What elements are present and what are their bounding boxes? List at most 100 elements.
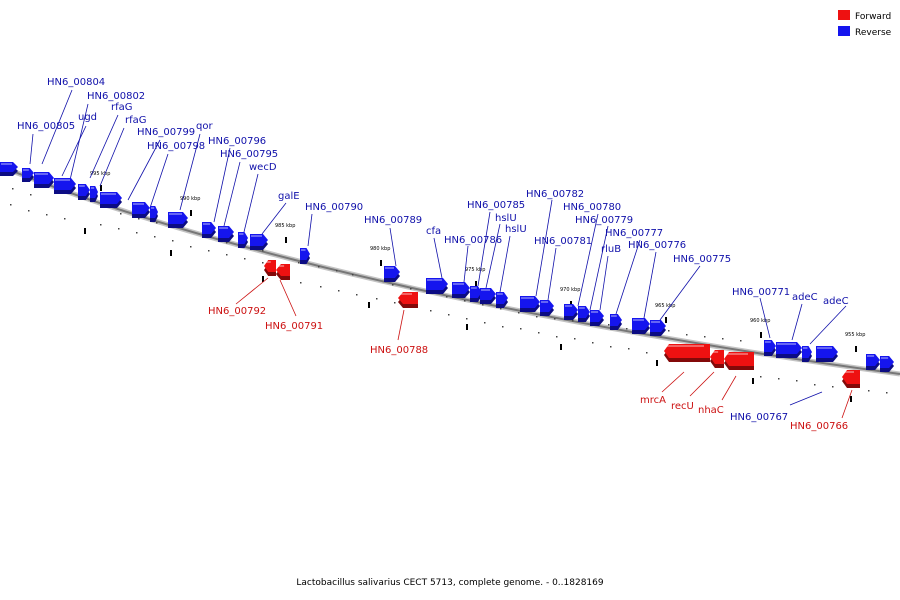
gene-arrow-body <box>22 168 34 178</box>
reverse-leader-line <box>149 153 169 209</box>
reverse-gene-label[interactable]: HN6_00789 <box>364 215 422 226</box>
reverse-gene-arrow[interactable] <box>564 304 578 320</box>
reverse-gene-arrow[interactable] <box>880 356 894 372</box>
forward-gene-arrow[interactable] <box>724 352 754 370</box>
reverse-gene-label[interactable]: rfaG <box>125 115 147 126</box>
reverse-gene-arrow[interactable] <box>540 300 554 316</box>
reverse-gene-label[interactable]: adeC <box>792 292 818 303</box>
reverse-gene-arrow[interactable] <box>802 346 812 362</box>
reverse-gene-label[interactable]: HN6_00771 <box>732 287 790 298</box>
reverse-gene-arrow[interactable] <box>238 232 248 248</box>
reverse-gene-arrow[interactable] <box>132 202 150 218</box>
reverse-gene-arrow[interactable] <box>78 184 90 200</box>
reverse-gene-label[interactable]: HN6_00804 <box>47 77 105 88</box>
reverse-gene-label[interactable]: HN6_00802 <box>87 91 145 102</box>
reverse-gene-arrow[interactable] <box>100 192 122 208</box>
scale-dot <box>626 328 628 330</box>
gene-arrow-body <box>520 296 540 308</box>
reverse-gene-label[interactable]: HN6_00796 <box>208 136 266 147</box>
reverse-gene-arrow[interactable] <box>496 292 508 308</box>
forward-gene-arrow[interactable] <box>710 350 724 368</box>
reverse-gene-arrow[interactable] <box>54 178 76 194</box>
reverse-gene-label[interactable]: HN6_00786 <box>444 235 502 246</box>
reverse-gene-arrow[interactable] <box>632 318 650 334</box>
reverse-gene-arrow[interactable] <box>90 186 98 202</box>
scale-dot <box>518 312 520 314</box>
gene-arrow-body <box>842 370 860 384</box>
reverse-gene-label[interactable]: cfa <box>426 226 441 237</box>
reverse-gene-arrow[interactable] <box>816 346 838 362</box>
reverse-gene-label[interactable]: rfaG <box>111 102 133 113</box>
reverse-gene-arrow[interactable] <box>776 342 802 358</box>
reverse-leader-line <box>89 114 119 179</box>
reverse-gene-arrow[interactable] <box>202 222 216 238</box>
reverse-gene-label[interactable]: ugd <box>78 112 97 123</box>
reverse-gene-label[interactable]: HN6_00795 <box>220 149 278 160</box>
reverse-gene-arrow[interactable] <box>650 320 666 336</box>
reverse-gene-arrow[interactable] <box>452 282 470 298</box>
reverse-gene-label[interactable]: hslU <box>495 213 517 224</box>
reverse-gene-label[interactable]: hslU <box>505 224 527 235</box>
forward-gene-label[interactable]: HN6_00788 <box>370 345 428 356</box>
reverse-gene-label[interactable]: qor <box>196 121 213 132</box>
reverse-gene-arrow[interactable] <box>480 288 496 304</box>
reverse-gene-label[interactable]: HN6_00799 <box>137 127 195 138</box>
forward-gene-arrow[interactable] <box>842 370 860 388</box>
gene-arrow-highlight <box>23 169 29 171</box>
reverse-gene-arrow[interactable] <box>218 226 234 242</box>
reverse-gene-label[interactable]: HN6_00782 <box>526 189 584 200</box>
reverse-gene-arrow[interactable] <box>150 206 158 222</box>
reverse-leader-line <box>535 199 553 297</box>
reverse-gene-label[interactable]: HN6_00776 <box>628 240 686 251</box>
minor-mark <box>466 324 468 330</box>
reverse-gene-arrow[interactable] <box>300 248 310 264</box>
reverse-gene-label[interactable]: wecD <box>249 162 277 173</box>
reverse-gene-arrow[interactable] <box>578 306 590 322</box>
reverse-leader-line <box>577 213 599 307</box>
reverse-gene-label[interactable]: HN6_00790 <box>305 202 363 213</box>
forward-gene-arrow[interactable] <box>398 292 418 308</box>
gene-arrow-highlight <box>817 347 832 349</box>
forward-gene-label[interactable]: HN6_00766 <box>790 421 848 432</box>
reverse-gene-label[interactable]: HN6_00781 <box>534 236 592 247</box>
reverse-gene-arrow[interactable] <box>470 286 482 302</box>
reverse-gene-label[interactable]: galE <box>278 191 300 202</box>
reverse-gene-label[interactable]: HN6_00805 <box>17 121 75 132</box>
forward-gene-label[interactable]: HN6_00792 <box>208 306 266 317</box>
reverse-gene-label[interactable]: HN6_00798 <box>147 141 205 152</box>
forward-gene-label[interactable]: mrcA <box>640 395 666 406</box>
reverse-gene-arrow[interactable] <box>250 234 268 250</box>
gene-arrow-body <box>724 352 754 366</box>
reverse-gene-arrow[interactable] <box>764 340 776 356</box>
reverse-gene-arrow[interactable] <box>384 266 400 282</box>
reverse-gene-label[interactable]: rluB <box>601 244 621 255</box>
tick-mark <box>855 346 857 352</box>
reverse-gene-label[interactable]: HN6_00780 <box>563 202 621 213</box>
reverse-gene-label[interactable]: adeC <box>823 296 849 307</box>
reverse-gene-label[interactable]: HN6_00777 <box>605 228 663 239</box>
reverse-gene-arrow[interactable] <box>0 162 18 176</box>
reverse-gene-label[interactable]: HN6_00785 <box>467 200 525 211</box>
reverse-gene-arrow[interactable] <box>866 354 880 370</box>
reverse-gene-label[interactable]: HN6_00779 <box>575 215 633 226</box>
reverse-gene-arrow[interactable] <box>520 296 540 312</box>
reverse-gene-arrow[interactable] <box>34 172 54 188</box>
forward-gene-arrow[interactable] <box>664 344 710 362</box>
reverse-gene-arrow[interactable] <box>168 212 188 228</box>
gene-arrows[interactable] <box>0 162 894 388</box>
scale-dot <box>536 316 538 318</box>
reverse-gene-arrow[interactable] <box>610 314 622 330</box>
reverse-gene-arrow[interactable] <box>590 310 604 326</box>
gene-labels[interactable]: HN6_00804HN6_00802HN6_00805ugdrfaGrfaGHN… <box>17 77 849 432</box>
forward-gene-arrow[interactable] <box>276 264 290 280</box>
forward-gene-label[interactable]: recU <box>671 401 694 412</box>
reverse-gene-arrow[interactable] <box>426 278 448 294</box>
reverse-gene-arrow[interactable] <box>22 168 34 182</box>
scale-dot <box>208 250 210 252</box>
forward-gene-label[interactable]: nhaC <box>698 405 724 416</box>
reverse-gene-label[interactable]: HN6_00767 <box>730 412 788 423</box>
scale-dot <box>500 308 502 310</box>
forward-gene-label[interactable]: HN6_00791 <box>265 321 323 332</box>
reverse-gene-label[interactable]: HN6_00775 <box>673 254 731 265</box>
forward-gene-arrow[interactable] <box>264 260 276 276</box>
